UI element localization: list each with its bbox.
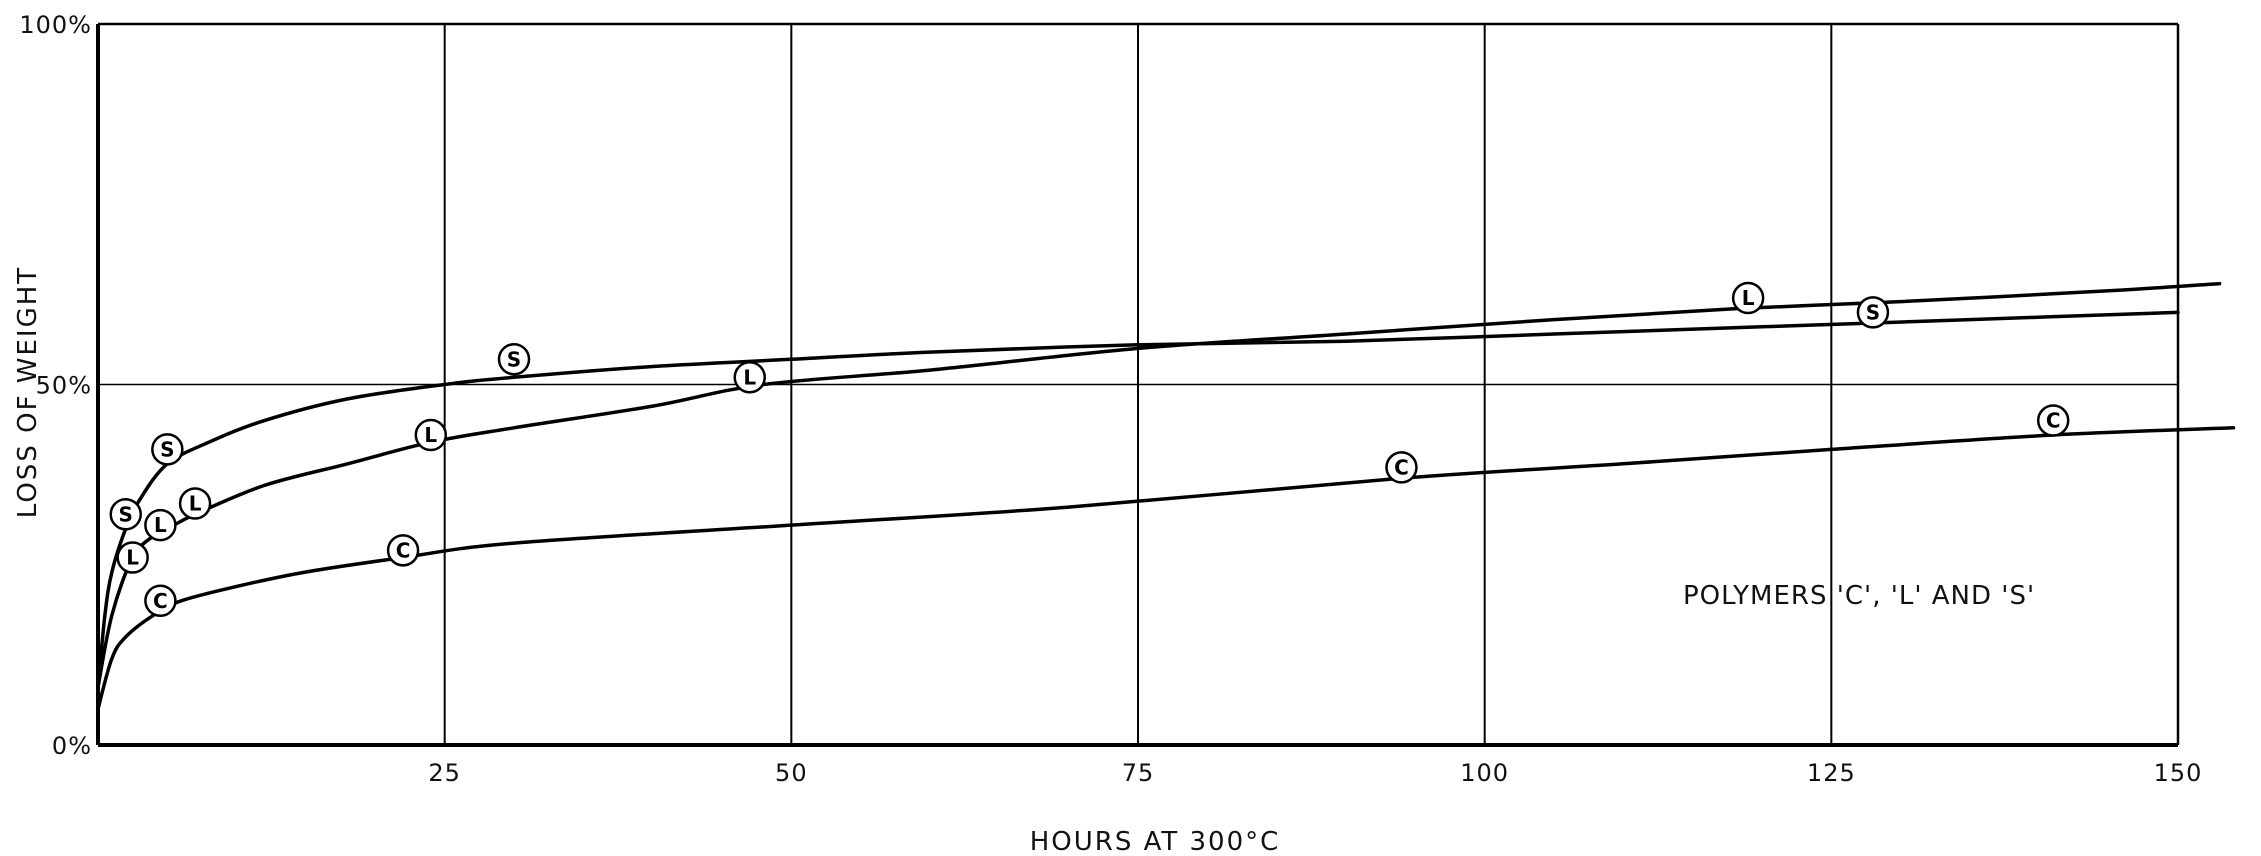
marker-S-3: S [1856,296,1890,329]
marker-circle [144,508,177,542]
x-tick-label-75: 75 [1122,759,1155,787]
marker-L-2: L [178,487,212,520]
marker-circle [497,343,531,376]
x-tick-label-50: 50 [775,759,808,787]
marker-letter: L [126,546,139,570]
marker-circle [386,534,420,567]
marker-S-2: S [497,343,531,376]
marker-L-0: L [116,541,149,574]
polymers-annotation: POLYMERS 'C', 'L' AND 'S' [1683,581,2035,611]
marker-letter: S [119,502,133,526]
series-line-S [96,310,2180,690]
marker-C-0: C [144,584,177,618]
marker-letter: C [153,589,168,613]
marker-S-0: S [109,498,142,531]
marker-letter: C [2046,409,2061,433]
marker-letter: S [507,347,521,371]
marker-circle [144,584,177,618]
marker-circle [109,498,142,531]
marker-C-2: C [1385,451,1418,484]
y-tick-label-50: 50% [36,372,92,400]
marker-letter: L [189,491,202,515]
marker-L-3: L [414,418,448,452]
y-tick-label-0: 0% [52,732,92,760]
plot-frame [96,22,2180,747]
x-tick-label-25: 25 [428,759,461,787]
marker-circle [178,487,212,520]
y-tick-label-100: 100% [19,11,92,39]
marker-S-1: S [151,433,184,466]
marker-letter: L [154,513,167,537]
marker-letter: L [424,423,437,447]
marker-C-3: C [2036,404,2070,437]
marker-circle [414,418,448,452]
x-tick-label-150: 150 [2154,759,2203,787]
x-tick-label-125: 125 [1807,759,1856,787]
series-line-C [96,426,2236,711]
x-tick-label-100: 100 [1460,759,1509,787]
x-axis-label: HOURS AT 300°C [1030,827,1281,856]
marker-letter: C [1394,455,1409,479]
tick-labels: 25 50 75 100 125 150 0% 50% 100% [19,11,2203,787]
marker-letter: S [1866,300,1880,324]
marker-circle [1856,296,1890,329]
marker-circle [733,361,766,394]
marker-L-1: L [144,508,177,542]
grid [98,24,2178,745]
marker-letter: L [743,365,756,389]
marker-circle [1385,451,1418,484]
marker-circle [2036,404,2070,437]
marker-L-4: L [733,361,766,394]
marker-circle [116,541,149,574]
marker-C-1: C [386,534,420,567]
marker-letter: L [1742,286,1755,310]
marker-circle [1731,281,1765,315]
marker-letter: S [160,437,174,461]
marker-letter: C [396,538,411,562]
marker-L-5: L [1731,281,1765,315]
series-lines [96,281,2236,711]
marker-circle [151,433,184,466]
y-axis-label: LOSS OF WEIGHT [13,266,43,518]
